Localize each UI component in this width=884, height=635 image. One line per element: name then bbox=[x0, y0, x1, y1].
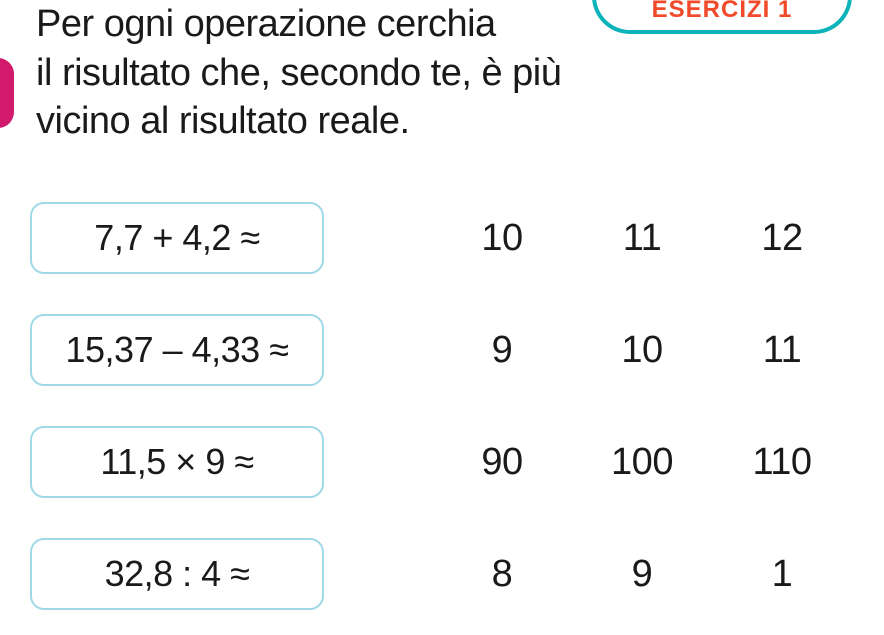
exercise-page: ESERCIZI 1 Per ogni operazione cerchia i… bbox=[0, 0, 884, 635]
answer-options: 10 11 12 bbox=[324, 217, 854, 260]
expression-text: 7,7 + 4,2 ≈ bbox=[94, 217, 259, 259]
answer-option[interactable]: 12 bbox=[712, 217, 852, 260]
page-accent-bump bbox=[0, 58, 14, 128]
answer-option[interactable]: 1 bbox=[712, 553, 852, 596]
answer-option[interactable]: 9 bbox=[432, 329, 572, 372]
expression-box: 15,37 – 4,33 ≈ bbox=[30, 314, 324, 386]
answer-options: 8 9 1 bbox=[324, 553, 854, 596]
instructions-line-2: il risultato che, secondo te, è più bbox=[36, 52, 561, 94]
expression-text: 15,37 – 4,33 ≈ bbox=[66, 329, 289, 371]
exercise-row: 15,37 – 4,33 ≈ 9 10 11 bbox=[30, 294, 854, 406]
expression-box: 32,8 : 4 ≈ bbox=[30, 538, 324, 610]
expression-box: 7,7 + 4,2 ≈ bbox=[30, 202, 324, 274]
answer-option[interactable]: 110 bbox=[712, 441, 852, 484]
answer-option[interactable]: 11 bbox=[572, 217, 712, 260]
instructions-block: Per ogni operazione cerchia il risultato… bbox=[36, 0, 636, 146]
expression-text: 11,5 × 9 ≈ bbox=[100, 441, 253, 483]
exercise-tab-label: ESERCIZI 1 bbox=[652, 0, 793, 24]
answer-option[interactable]: 11 bbox=[712, 329, 852, 372]
instructions-line-3: vicino al risultato reale. bbox=[36, 100, 410, 142]
answer-option[interactable]: 10 bbox=[432, 217, 572, 260]
exercise-rows: 7,7 + 4,2 ≈ 10 11 12 15,37 – 4,33 ≈ 9 10… bbox=[30, 182, 854, 630]
answer-options: 9 10 11 bbox=[324, 329, 854, 372]
answer-options: 90 100 110 bbox=[324, 441, 854, 484]
answer-option[interactable]: 10 bbox=[572, 329, 712, 372]
expression-box: 11,5 × 9 ≈ bbox=[30, 426, 324, 498]
exercise-row: 32,8 : 4 ≈ 8 9 1 bbox=[30, 518, 854, 630]
exercise-row: 7,7 + 4,2 ≈ 10 11 12 bbox=[30, 182, 854, 294]
answer-option[interactable]: 8 bbox=[432, 553, 572, 596]
answer-option[interactable]: 90 bbox=[432, 441, 572, 484]
expression-text: 32,8 : 4 ≈ bbox=[105, 553, 250, 595]
answer-option[interactable]: 9 bbox=[572, 553, 712, 596]
instructions-line-1: Per ogni operazione cerchia bbox=[36, 3, 496, 45]
exercise-row: 11,5 × 9 ≈ 90 100 110 bbox=[30, 406, 854, 518]
answer-option[interactable]: 100 bbox=[572, 441, 712, 484]
